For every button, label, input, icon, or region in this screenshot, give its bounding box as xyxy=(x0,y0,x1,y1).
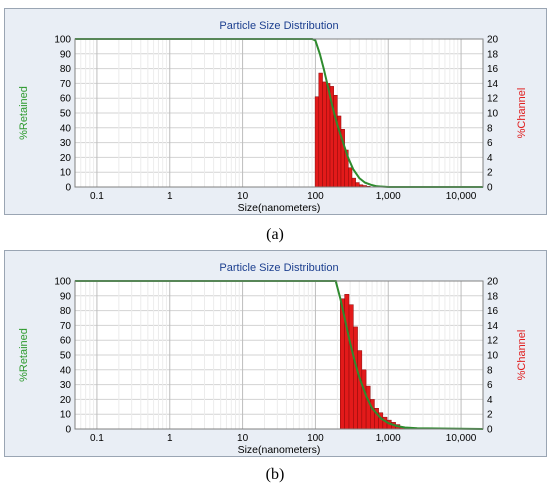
x-axis-label: Size(nanometers) xyxy=(238,444,321,456)
x-tick: 1,000 xyxy=(376,433,401,444)
y-tick-right: 0 xyxy=(487,183,493,194)
x-tick: 1 xyxy=(167,191,173,202)
bar xyxy=(355,182,360,188)
y-tick-left: 60 xyxy=(60,94,72,105)
x-tick: 10,000 xyxy=(446,191,477,202)
x-tick: 10,000 xyxy=(446,433,477,444)
plot-frame xyxy=(74,38,484,188)
plot-frame xyxy=(74,280,484,430)
y-tick-right: 10 xyxy=(487,109,499,120)
x-tick: 0.1 xyxy=(90,191,104,202)
y-tick-right: 10 xyxy=(487,351,499,362)
y-tick-left: 30 xyxy=(60,380,72,391)
y-tick-left: 90 xyxy=(60,49,72,60)
bar xyxy=(314,96,320,188)
x-tick: 100 xyxy=(307,191,324,202)
y-tick-left: 60 xyxy=(60,336,72,347)
retained-line xyxy=(75,280,484,430)
chart-panel-a: 0 10 20 30 40 50 60 70 80 90 100 0 2 4 6 8 10 12 14 16 18 20 0… xyxy=(4,8,547,215)
y-tick-right: 6 xyxy=(487,138,493,149)
y-tick-left: 10 xyxy=(60,410,72,421)
y-tick-right: 8 xyxy=(487,123,493,134)
y-tick-right: 4 xyxy=(487,395,493,406)
y-tick-left: 40 xyxy=(60,365,72,376)
bar xyxy=(361,369,367,430)
y-tick-right: 18 xyxy=(487,291,499,302)
y-tick-left: 20 xyxy=(60,395,72,406)
y-tick-left: 40 xyxy=(60,123,72,134)
y-tick-left: 70 xyxy=(60,321,72,332)
y-tick-right: 0 xyxy=(487,425,493,436)
y-tick-right: 8 xyxy=(487,365,493,376)
x-tick: 1,000 xyxy=(376,191,401,202)
bar xyxy=(318,72,323,188)
y-tick-left: 0 xyxy=(65,183,71,194)
y-tick-right: 2 xyxy=(487,168,493,179)
chart-b-svg: 0 10 20 30 40 50 60 70 80 90 100 0 2 4 6 8 10 12 14 16 18 20 0… xyxy=(18,262,528,456)
y-axis-label-left: %Retained xyxy=(18,328,30,382)
bar xyxy=(365,385,371,430)
chart-title: Particle Size Distribution xyxy=(219,20,338,32)
y-tick-right: 2 xyxy=(487,410,493,421)
y-axis-label-right: %Channel xyxy=(516,88,528,139)
y-tick-left: 100 xyxy=(54,277,71,288)
bar xyxy=(348,304,354,430)
caption-a: (a) xyxy=(266,226,284,243)
bar xyxy=(348,167,353,188)
y-tick-left: 0 xyxy=(65,425,71,436)
y-tick-left: 10 xyxy=(60,168,72,179)
y-tick-right: 20 xyxy=(487,35,499,46)
y-tick-right: 14 xyxy=(487,321,499,332)
chart-panel-b: 0 10 20 30 40 50 60 70 80 90 100 0 2 4 6 8 10 12 14 16 18 20 0… xyxy=(4,250,547,457)
y-tick-left: 70 xyxy=(60,79,72,90)
bar xyxy=(326,83,331,188)
bar xyxy=(351,177,356,188)
bar xyxy=(322,81,327,188)
y-axis-label-right: %Channel xyxy=(516,330,528,381)
x-tick: 100 xyxy=(307,433,324,444)
y-tick-right: 14 xyxy=(487,79,499,90)
y-tick-right: 12 xyxy=(487,94,499,105)
caption-b: (b) xyxy=(265,466,285,483)
y-tick-left: 100 xyxy=(54,35,71,46)
y-tick-left: 50 xyxy=(60,351,72,362)
y-axis-label-left: %Retained xyxy=(18,86,30,140)
chart-title: Particle Size Distribution xyxy=(219,262,338,274)
x-tick: 10 xyxy=(237,191,249,202)
y-tick-left: 80 xyxy=(60,64,72,75)
y-tick-right: 20 xyxy=(487,277,499,288)
y-tick-right: 12 xyxy=(487,336,499,347)
y-tick-right: 18 xyxy=(487,49,499,60)
y-tick-right: 16 xyxy=(487,64,499,75)
y-tick-left: 90 xyxy=(60,291,72,302)
bar xyxy=(357,350,363,430)
x-axis-label: Size(nanometers) xyxy=(238,202,321,214)
x-tick: 10 xyxy=(237,433,249,444)
y-tick-left: 50 xyxy=(60,109,72,120)
y-tick-left: 20 xyxy=(60,153,72,164)
y-tick-right: 16 xyxy=(487,306,499,317)
y-tick-left: 80 xyxy=(60,306,72,317)
y-tick-right: 6 xyxy=(487,380,493,391)
bar xyxy=(333,94,338,188)
retained-line xyxy=(75,38,483,188)
y-tick-left: 30 xyxy=(60,138,72,149)
bar xyxy=(353,326,358,430)
chart-a-svg: 0 10 20 30 40 50 60 70 80 90 100 0 2 4 6 8 10 12 14 16 18 20 0… xyxy=(18,20,528,214)
x-tick: 0.1 xyxy=(90,433,104,444)
bar xyxy=(344,294,350,430)
y-tick-right: 4 xyxy=(487,153,493,164)
x-tick: 1 xyxy=(167,433,173,444)
